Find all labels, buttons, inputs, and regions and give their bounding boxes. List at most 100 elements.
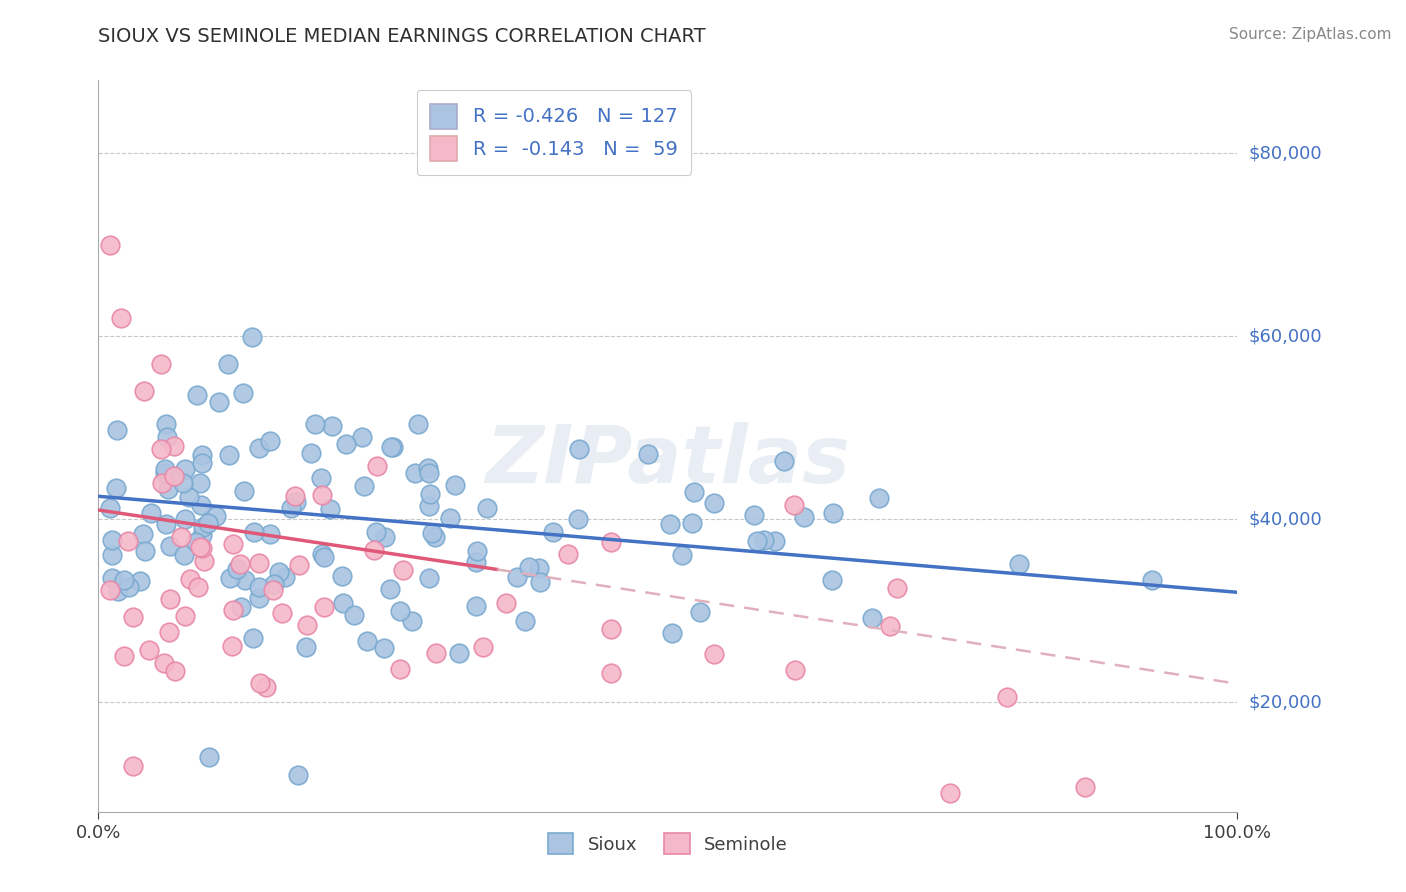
Point xyxy=(423,530,446,544)
Text: SIOUX VS SEMINOLE MEDIAN EARNINGS CORRELATION CHART: SIOUX VS SEMINOLE MEDIAN EARNINGS CORREL… xyxy=(98,27,706,45)
Text: Source: ZipAtlas.com: Source: ZipAtlas.com xyxy=(1229,27,1392,42)
Point xyxy=(121,759,143,773)
Point xyxy=(221,640,243,654)
Point xyxy=(117,533,139,548)
Point xyxy=(112,649,135,664)
Point xyxy=(155,417,177,431)
Point xyxy=(262,583,284,598)
Point xyxy=(187,580,209,594)
Point xyxy=(299,446,322,460)
Point xyxy=(471,640,494,654)
Point xyxy=(225,562,247,576)
Point xyxy=(995,690,1018,705)
Point xyxy=(517,559,540,574)
Point xyxy=(416,460,439,475)
Point xyxy=(311,547,333,561)
Point xyxy=(821,573,844,587)
Point xyxy=(1140,573,1163,587)
Point xyxy=(366,458,388,473)
Point xyxy=(406,417,429,431)
Point xyxy=(174,609,197,624)
Point xyxy=(689,605,711,619)
Point xyxy=(105,423,128,437)
Point xyxy=(772,453,794,467)
Point xyxy=(150,357,173,371)
Point xyxy=(295,618,318,632)
Point xyxy=(342,607,364,622)
Point xyxy=(868,491,890,505)
Point xyxy=(465,599,488,613)
Point xyxy=(418,499,440,513)
Point xyxy=(186,388,208,402)
Point xyxy=(658,517,681,532)
Point xyxy=(222,603,245,617)
Point xyxy=(703,647,725,661)
Point xyxy=(101,533,124,547)
Point xyxy=(259,434,281,448)
Point xyxy=(190,456,212,470)
Point xyxy=(879,619,901,633)
Point xyxy=(110,310,132,325)
Point xyxy=(783,663,806,677)
Point xyxy=(541,524,564,539)
Point xyxy=(150,476,173,491)
Point xyxy=(247,556,270,570)
Point xyxy=(101,571,124,585)
Point xyxy=(1008,557,1031,571)
Text: $60,000: $60,000 xyxy=(1249,327,1322,345)
Point xyxy=(191,541,214,555)
Point xyxy=(380,441,402,455)
Point xyxy=(309,470,332,484)
Point xyxy=(247,441,270,455)
Point xyxy=(661,625,683,640)
Point xyxy=(1074,780,1097,795)
Text: $40,000: $40,000 xyxy=(1249,510,1322,528)
Point xyxy=(190,527,212,541)
Point xyxy=(465,544,488,558)
Point xyxy=(153,656,176,670)
Point xyxy=(391,563,413,577)
Point xyxy=(155,517,177,532)
Point xyxy=(169,530,191,544)
Point xyxy=(366,524,388,539)
Point xyxy=(404,467,426,481)
Point xyxy=(280,501,302,516)
Text: ZIPatlas: ZIPatlas xyxy=(485,422,851,500)
Point xyxy=(231,600,253,615)
Point xyxy=(380,582,402,596)
Point xyxy=(637,447,659,461)
Point xyxy=(271,606,294,620)
Point xyxy=(150,442,173,456)
Point xyxy=(247,591,270,605)
Point xyxy=(208,395,231,409)
Point xyxy=(335,437,357,451)
Point xyxy=(193,554,215,568)
Point xyxy=(332,596,354,610)
Text: $80,000: $80,000 xyxy=(1249,145,1322,162)
Point xyxy=(671,548,693,562)
Point xyxy=(254,680,277,694)
Point xyxy=(156,482,179,496)
Point xyxy=(177,491,200,505)
Point xyxy=(138,643,160,657)
Point xyxy=(249,580,271,594)
Point xyxy=(159,591,181,606)
Point xyxy=(221,537,243,551)
Point xyxy=(191,519,214,533)
Point xyxy=(495,597,517,611)
Point xyxy=(568,442,591,456)
Point xyxy=(319,502,342,516)
Point xyxy=(163,439,186,453)
Point xyxy=(683,484,706,499)
Point xyxy=(98,237,121,252)
Point xyxy=(353,479,375,493)
Point xyxy=(311,488,333,502)
Point xyxy=(217,357,239,371)
Point xyxy=(321,418,343,433)
Point xyxy=(747,533,769,548)
Point xyxy=(243,525,266,540)
Point xyxy=(783,498,806,512)
Point xyxy=(104,481,127,495)
Point xyxy=(381,440,404,454)
Point xyxy=(312,599,335,614)
